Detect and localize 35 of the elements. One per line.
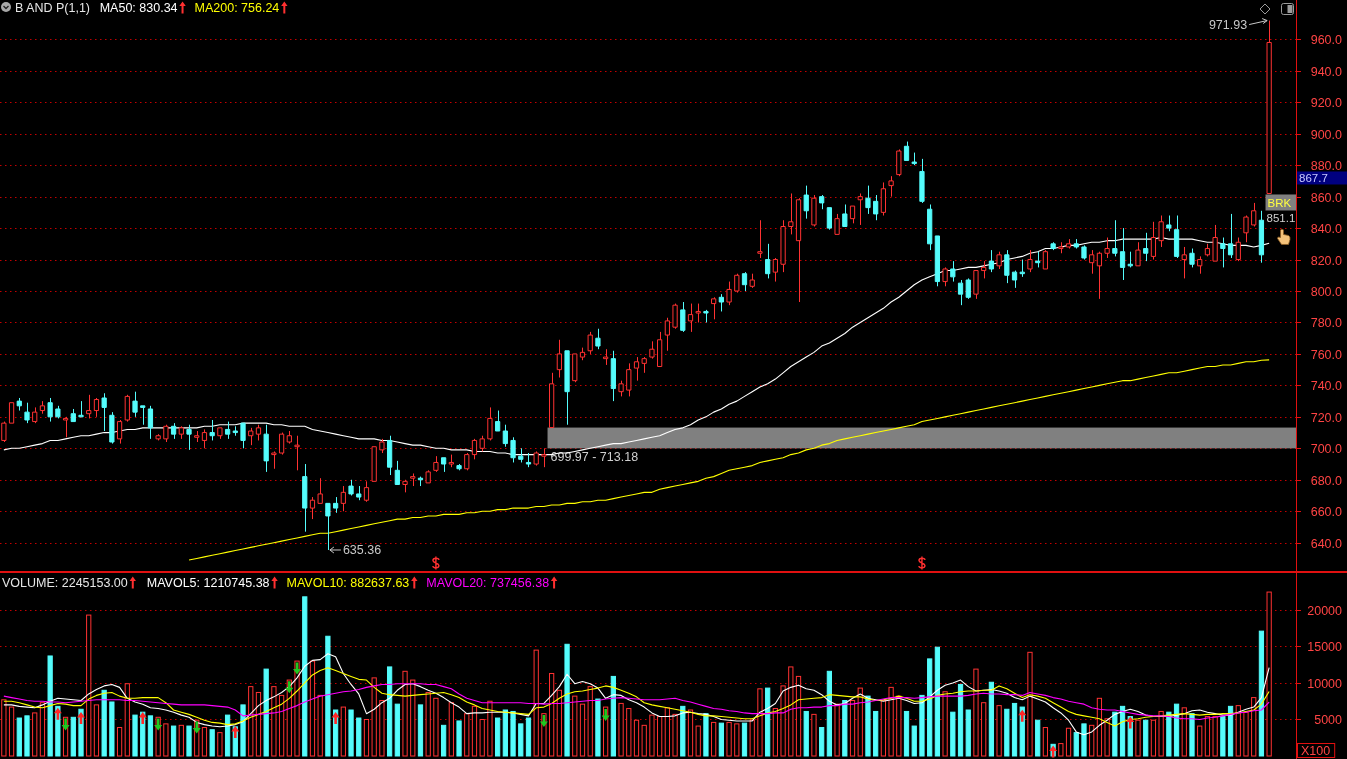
y-tick-label: 940.0: [1310, 64, 1343, 79]
text: MAVOL20: 737456.38: [426, 576, 550, 590]
y-tick-label: 800.0: [1310, 284, 1343, 299]
y-tick-label: 720.0: [1310, 410, 1343, 425]
annotation: 635.36: [342, 543, 382, 558]
y-tick-label: 660.0: [1310, 504, 1343, 519]
y-tick-label: 10000: [1307, 676, 1343, 691]
y-tick-label: 15000: [1307, 639, 1343, 654]
y-tick-label: 760.0: [1310, 347, 1343, 362]
annotation: 851.1: [1266, 212, 1296, 225]
y-tick-label: 780.0: [1310, 315, 1343, 330]
band-label: 699.97 - 713.18: [550, 450, 639, 465]
y-tick-label: 640.0: [1310, 536, 1343, 551]
y-tick-label: 5000: [1314, 712, 1343, 727]
y-tick-label: 920.0: [1310, 95, 1343, 110]
y-tick-label: 740.0: [1310, 378, 1343, 393]
text: MA200: 756.24: [194, 1, 280, 15]
y-tick-label: 900.0: [1310, 127, 1343, 142]
annotation: BRK: [1267, 196, 1292, 209]
y-tick-label: 860.0: [1310, 190, 1343, 205]
y-tick-label: 680.0: [1310, 473, 1343, 488]
y-tick-label: 20000: [1307, 603, 1343, 618]
y-tick-label: 880.0: [1310, 158, 1343, 173]
y-tick-label: 820.0: [1310, 253, 1343, 268]
text: 867.7: [1299, 171, 1328, 184]
chart-title: VOLUME: 2245153.00: [2, 576, 128, 590]
y-axis-title: X100: [1301, 744, 1331, 758]
text: MAVOL10: 882637.63: [286, 576, 410, 590]
y-tick-label: 700.0: [1310, 441, 1343, 456]
text: MAVOL5: 1210745.38: [146, 576, 270, 590]
y-tick-label: 840.0: [1310, 221, 1343, 236]
annotation: 971.93: [1208, 18, 1248, 33]
y-tick-label: 960.0: [1310, 32, 1343, 47]
text: MA50: 830.34: [99, 1, 178, 15]
chart-title: B AND P(1,1): [15, 1, 91, 15]
